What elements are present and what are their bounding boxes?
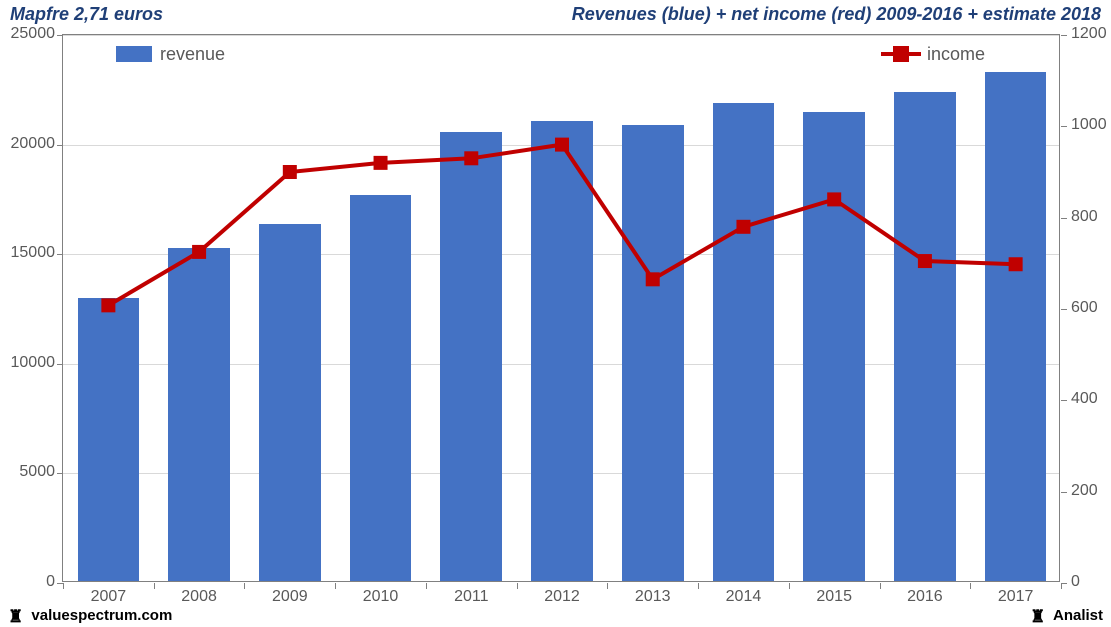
footer-right: ♜ Analist xyxy=(1030,607,1103,625)
y-left-tick-mark xyxy=(57,254,63,255)
legend-income-label: income xyxy=(927,45,985,63)
y-left-tick-label: 25000 xyxy=(5,26,55,42)
chart-header: Mapfre 2,71 euros Revenues (blue) + net … xyxy=(0,0,1111,28)
footer-left-text: valuespectrum.com xyxy=(31,607,172,624)
legend-revenue-label: revenue xyxy=(160,45,225,63)
y-left-tick-mark xyxy=(57,35,63,36)
x-tick-label: 2015 xyxy=(789,589,880,605)
chart-footer: ♜ valuespectrum.com ♜ Analist xyxy=(0,605,1111,627)
y-right-tick-mark xyxy=(1061,309,1067,310)
revenue-bar xyxy=(259,224,321,581)
y-right-tick-label: 800 xyxy=(1071,209,1111,225)
y-left-tick-label: 20000 xyxy=(5,136,55,152)
legend-revenue: revenue xyxy=(116,45,225,63)
y-left-tick-label: 15000 xyxy=(5,245,55,261)
x-tick-label: 2014 xyxy=(698,589,789,605)
y-right-tick-mark xyxy=(1061,492,1067,493)
rook-icon: ♜ xyxy=(8,608,23,625)
y-right-tick-mark xyxy=(1061,400,1067,401)
income-marker xyxy=(283,165,297,179)
x-tick-label: 2017 xyxy=(970,589,1061,605)
y-left-tick-mark xyxy=(57,364,63,365)
income-marker xyxy=(374,156,388,170)
y-right-tick-mark xyxy=(1061,218,1067,219)
y-right-tick-label: 200 xyxy=(1071,483,1111,499)
y-right-tick-label: 1000 xyxy=(1071,117,1111,133)
y-left-tick-mark xyxy=(57,145,63,146)
y-right-tick-mark xyxy=(1061,35,1067,36)
y-right-tick-label: 0 xyxy=(1071,574,1111,590)
revenue-bar xyxy=(440,132,502,581)
header-left-title: Mapfre 2,71 euros xyxy=(10,0,163,28)
y-right-tick-label: 600 xyxy=(1071,300,1111,316)
x-tick-label: 2013 xyxy=(607,589,698,605)
x-tick-label: 2007 xyxy=(63,589,154,605)
footer-right-text: Analist xyxy=(1053,607,1103,624)
revenue-bar xyxy=(622,125,684,581)
revenue-bar xyxy=(985,72,1047,581)
gridline xyxy=(63,35,1059,36)
revenue-bar xyxy=(894,92,956,581)
legend-revenue-swatch xyxy=(116,46,152,62)
rook-icon: ♜ xyxy=(1030,608,1045,625)
x-tick-label: 2009 xyxy=(244,589,335,605)
y-right-tick-mark xyxy=(1061,126,1067,127)
x-tick-label: 2012 xyxy=(517,589,608,605)
footer-left: ♜ valuespectrum.com xyxy=(8,607,172,625)
revenue-bar xyxy=(168,248,230,581)
y-left-tick-mark xyxy=(57,473,63,474)
x-tick-label: 2010 xyxy=(335,589,426,605)
chart-figure: Mapfre 2,71 euros Revenues (blue) + net … xyxy=(0,0,1111,627)
revenue-bar xyxy=(713,103,775,581)
revenue-bar xyxy=(78,298,140,581)
x-tick-label: 2016 xyxy=(880,589,971,605)
revenue-bar xyxy=(803,112,865,581)
y-left-tick-label: 0 xyxy=(5,574,55,590)
revenue-bar xyxy=(531,121,593,581)
x-tick-mark xyxy=(1061,583,1062,589)
y-right-tick-label: 400 xyxy=(1071,391,1111,407)
plot-area: 0500010000150002000025000020040060080010… xyxy=(62,34,1060,582)
y-right-tick-label: 1200 xyxy=(1071,26,1111,42)
legend-income: income xyxy=(881,45,1059,63)
y-left-tick-label: 5000 xyxy=(5,464,55,480)
revenue-bar xyxy=(350,195,412,581)
y-left-tick-label: 10000 xyxy=(5,355,55,371)
x-tick-label: 2011 xyxy=(426,589,517,605)
header-right-title: Revenues (blue) + net income (red) 2009-… xyxy=(572,0,1101,28)
legend-income-marker-icon xyxy=(881,45,921,63)
x-tick-label: 2008 xyxy=(154,589,245,605)
